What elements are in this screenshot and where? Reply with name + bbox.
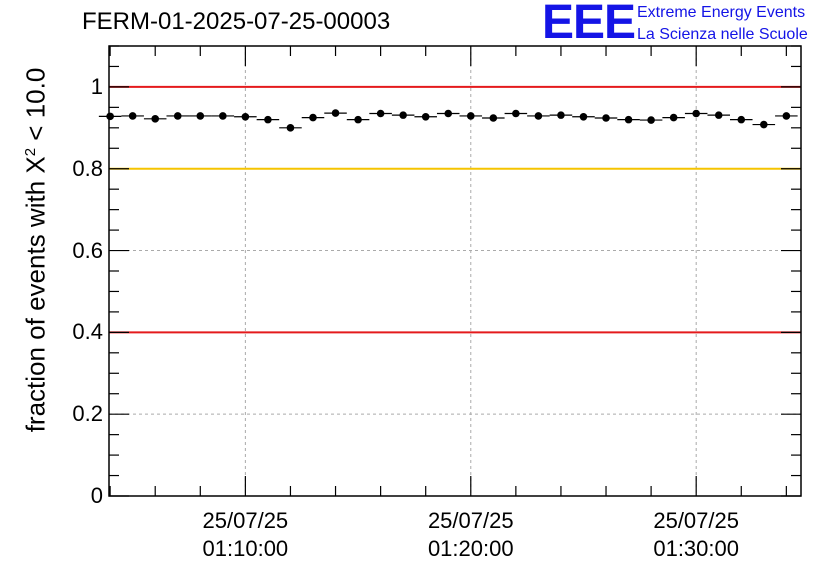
x-tick-date: 25/07/25	[653, 508, 739, 533]
data-point	[714, 111, 723, 119]
data-point	[669, 113, 678, 122]
x-tick-label: 25/07/25 01:20:00	[401, 507, 541, 563]
y-tick-label: 0.2	[72, 401, 103, 427]
data-point	[760, 120, 768, 129]
data-point	[286, 124, 295, 132]
data-point	[647, 116, 655, 124]
data-point	[173, 112, 182, 120]
data-point	[309, 113, 317, 122]
y-tick-label: 0.6	[72, 237, 103, 263]
data-point	[466, 112, 475, 120]
data-point	[602, 114, 610, 122]
x-tick-time: 01:10:00	[202, 536, 289, 561]
x-tick-date: 25/07/25	[202, 508, 289, 533]
reference-lines	[109, 85, 801, 334]
data-point	[444, 109, 453, 118]
data-point	[782, 112, 791, 120]
chart-title: FERM-01-2025-07-25-00003	[82, 8, 391, 35]
data-point	[399, 111, 407, 119]
eee-logo: EEE	[542, 0, 636, 49]
x-tick-label: 25/07/25 01:30:00	[626, 507, 766, 563]
data-point	[128, 112, 137, 120]
data-point	[421, 112, 430, 121]
y-axis-label-prefix: fraction of events with	[20, 173, 51, 433]
axes	[108, 45, 802, 497]
data-point	[692, 109, 700, 118]
y-tick-label: 0	[90, 483, 103, 508]
y-tick-label: 0.8	[72, 155, 103, 181]
x-tick-label: 25/07/25 01:10:00	[175, 507, 315, 563]
data-point	[151, 115, 160, 123]
x-tick-date: 25/07/25	[427, 508, 514, 533]
data-point	[264, 115, 272, 124]
logo-line-1: Extreme Energy Events	[637, 4, 806, 21]
data-point	[241, 112, 250, 121]
data-point	[579, 112, 588, 121]
data-point	[331, 109, 340, 117]
y-axis-label-exponent: 2	[21, 147, 39, 157]
x-tick-time: 01:30:00	[653, 536, 739, 561]
data-point	[106, 112, 114, 121]
data-point	[196, 112, 205, 120]
data-point	[489, 114, 498, 122]
x-tick-time: 01:20:00	[427, 536, 514, 561]
data-point	[534, 112, 543, 120]
data-point	[557, 111, 565, 119]
data-point	[624, 115, 633, 124]
y-tick-label: 0.4	[72, 319, 103, 345]
data-point	[512, 109, 520, 118]
data-point	[354, 115, 362, 124]
logo-line-2: La Scienza nelle Scuole	[637, 26, 808, 43]
data-point	[376, 109, 385, 118]
data-points	[98, 109, 798, 132]
data-point	[737, 115, 746, 124]
y-tick-label: 1	[90, 73, 103, 99]
data-point	[219, 112, 227, 120]
